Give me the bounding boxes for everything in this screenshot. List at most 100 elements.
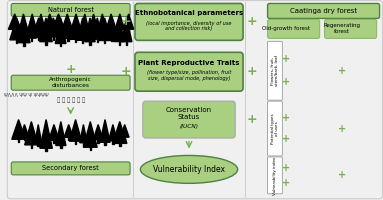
Polygon shape bbox=[49, 30, 51, 33]
Polygon shape bbox=[97, 140, 99, 143]
Polygon shape bbox=[75, 31, 77, 34]
Text: +: + bbox=[120, 65, 131, 78]
Polygon shape bbox=[45, 42, 47, 45]
Polygon shape bbox=[124, 137, 126, 140]
Polygon shape bbox=[16, 40, 17, 43]
FancyBboxPatch shape bbox=[135, 3, 243, 40]
Text: +: + bbox=[338, 66, 346, 76]
Polygon shape bbox=[75, 141, 76, 144]
Polygon shape bbox=[70, 14, 82, 31]
Text: Vulnerability Index: Vulnerability Index bbox=[153, 165, 225, 174]
Polygon shape bbox=[62, 14, 73, 31]
Polygon shape bbox=[89, 42, 91, 45]
Text: Flowers, fruit,
stem/bark, leaf: Flowers, fruit, stem/bark, leaf bbox=[271, 55, 279, 86]
FancyBboxPatch shape bbox=[7, 0, 383, 199]
Text: +: + bbox=[65, 63, 76, 76]
Polygon shape bbox=[58, 29, 59, 32]
Polygon shape bbox=[40, 120, 52, 148]
Polygon shape bbox=[84, 33, 85, 36]
Polygon shape bbox=[104, 142, 106, 145]
Text: +: + bbox=[247, 15, 258, 28]
Text: Natural forest: Natural forest bbox=[47, 7, 94, 13]
Text: +: + bbox=[120, 15, 131, 28]
Polygon shape bbox=[104, 41, 105, 43]
Text: Secondary forest: Secondary forest bbox=[42, 165, 99, 171]
Polygon shape bbox=[64, 125, 73, 137]
FancyBboxPatch shape bbox=[11, 3, 130, 16]
Polygon shape bbox=[118, 42, 120, 45]
Polygon shape bbox=[113, 122, 127, 143]
FancyBboxPatch shape bbox=[143, 101, 235, 138]
Text: Conservation
Status: Conservation Status bbox=[166, 107, 212, 120]
Polygon shape bbox=[69, 120, 82, 141]
Polygon shape bbox=[53, 140, 55, 143]
Polygon shape bbox=[83, 143, 84, 146]
Polygon shape bbox=[35, 125, 42, 143]
Polygon shape bbox=[8, 14, 21, 29]
Polygon shape bbox=[45, 148, 47, 151]
FancyBboxPatch shape bbox=[11, 162, 130, 175]
Polygon shape bbox=[111, 38, 113, 41]
Polygon shape bbox=[106, 18, 118, 38]
Polygon shape bbox=[85, 18, 95, 42]
Text: Old-growth forest: Old-growth forest bbox=[262, 26, 310, 31]
Polygon shape bbox=[26, 18, 36, 38]
Polygon shape bbox=[67, 31, 68, 34]
Polygon shape bbox=[69, 18, 81, 39]
Polygon shape bbox=[24, 137, 25, 140]
FancyBboxPatch shape bbox=[11, 75, 130, 90]
Polygon shape bbox=[36, 14, 46, 34]
Text: Ethnobotanical parameters: Ethnobotanical parameters bbox=[135, 10, 243, 16]
Polygon shape bbox=[56, 122, 66, 145]
Polygon shape bbox=[112, 141, 114, 144]
Polygon shape bbox=[12, 120, 25, 139]
Text: +: + bbox=[338, 170, 346, 180]
Polygon shape bbox=[93, 125, 103, 140]
Polygon shape bbox=[114, 18, 124, 42]
Polygon shape bbox=[90, 147, 91, 150]
Text: Anthropogenic
disturbances: Anthropogenic disturbances bbox=[49, 77, 92, 88]
Polygon shape bbox=[82, 40, 83, 43]
Polygon shape bbox=[49, 125, 59, 140]
Text: Regenerating
forest: Regenerating forest bbox=[323, 23, 360, 34]
Ellipse shape bbox=[141, 155, 237, 183]
Polygon shape bbox=[46, 18, 60, 37]
Polygon shape bbox=[119, 143, 121, 146]
Polygon shape bbox=[121, 18, 132, 42]
Polygon shape bbox=[108, 125, 117, 141]
Polygon shape bbox=[31, 38, 32, 41]
Polygon shape bbox=[32, 18, 45, 37]
Polygon shape bbox=[68, 137, 69, 140]
Polygon shape bbox=[75, 39, 76, 42]
Polygon shape bbox=[120, 125, 129, 137]
Text: Vulnerability index: Vulnerability index bbox=[273, 156, 277, 195]
Polygon shape bbox=[38, 143, 39, 146]
Polygon shape bbox=[52, 37, 54, 40]
FancyBboxPatch shape bbox=[324, 19, 376, 38]
FancyBboxPatch shape bbox=[268, 19, 320, 38]
Polygon shape bbox=[52, 14, 65, 29]
Text: +: + bbox=[282, 178, 290, 188]
Polygon shape bbox=[96, 14, 108, 35]
Polygon shape bbox=[97, 39, 98, 42]
Text: Potential types
of uses: Potential types of uses bbox=[271, 113, 279, 144]
Polygon shape bbox=[92, 18, 103, 39]
Text: +: + bbox=[338, 124, 346, 134]
Polygon shape bbox=[25, 122, 38, 145]
Polygon shape bbox=[126, 42, 128, 45]
Text: ⛏ 🏠 🚜 🌿 🐄 📋: ⛏ 🏠 🚜 🌿 🐄 📋 bbox=[57, 98, 85, 103]
Text: +: + bbox=[282, 163, 290, 173]
Text: +: + bbox=[282, 113, 290, 123]
Polygon shape bbox=[88, 14, 100, 36]
Polygon shape bbox=[10, 18, 23, 40]
Polygon shape bbox=[38, 37, 39, 40]
Polygon shape bbox=[105, 14, 117, 33]
Polygon shape bbox=[67, 38, 69, 41]
Polygon shape bbox=[93, 36, 94, 39]
Polygon shape bbox=[80, 125, 87, 143]
Text: Plant Reproductive Traits: Plant Reproductive Traits bbox=[138, 60, 240, 66]
Polygon shape bbox=[18, 14, 29, 36]
Polygon shape bbox=[63, 18, 73, 38]
Polygon shape bbox=[23, 43, 25, 46]
Polygon shape bbox=[55, 18, 66, 44]
